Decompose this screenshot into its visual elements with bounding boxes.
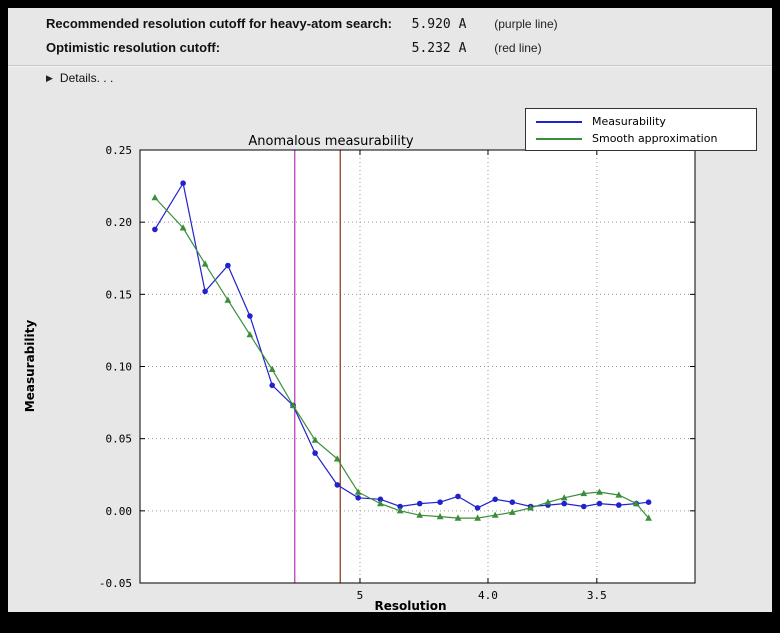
measurability-data-point (152, 226, 158, 233)
x-axis-label: Resolution (374, 599, 447, 613)
smooth-approximation-data-point (416, 511, 424, 518)
y-tick-label: 0.15 (106, 288, 133, 301)
y-tick-label: 0.05 (106, 433, 133, 446)
smooth-approximation-line-sample (536, 137, 582, 140)
smooth-approximation-data-point (491, 511, 499, 518)
smooth-approximation-data-point (580, 489, 588, 497)
measurability-data-point (269, 382, 276, 389)
chart-title: Anomalous measurability (248, 134, 414, 149)
measurability-data-point (437, 499, 443, 506)
smooth-approximation-data-point (289, 401, 297, 409)
details-label: Details. . . (59, 71, 114, 85)
legend-item-smooth-approximation: Smooth approximation (526, 130, 756, 147)
smooth-approximation-data-point (201, 260, 209, 267)
measurability-data-point (416, 500, 423, 507)
measurability-data-point (492, 496, 499, 503)
smooth-approximation-data-point (474, 514, 481, 521)
optimistic-cutoff-row: Optimistic resolution cutoff: 5.232 A (r… (46, 40, 542, 56)
smooth-approximation-data-point (354, 488, 362, 495)
legend-label-smooth-approximation: Smooth approximation (592, 132, 718, 145)
measurability-data-point (247, 313, 253, 319)
smooth-approximation-data-point (645, 514, 652, 521)
smooth-approximation-data-point (508, 508, 516, 515)
measurability-data-point (581, 503, 587, 510)
smooth-approximation-data-point (151, 194, 159, 201)
smooth-approximation-data-point (268, 365, 276, 372)
y-tick-label: 0.00 (106, 505, 133, 518)
measurability-line (154, 181, 649, 509)
recommended-cutoff-value: 5.920 A (411, 17, 467, 32)
measurability-data-point (596, 500, 603, 507)
recommended-cutoff-note: (purple line) (494, 17, 558, 31)
measurability-data-point (225, 262, 231, 269)
smooth-approximation-line (154, 197, 650, 519)
smooth-approximation-data-point (246, 331, 254, 338)
legend-item-measurability: Measurability (526, 113, 756, 130)
details-toggle[interactable]: ▶ Details. . . (46, 71, 113, 85)
measurability-data-point (202, 288, 208, 295)
smooth-approximation-data-point (311, 436, 319, 443)
smooth-approximation-data-point (632, 500, 640, 507)
y-tick-label: -0.05 (99, 577, 132, 590)
smooth-approximation-data-point (560, 494, 568, 501)
anomalous-measurability-chart: 0.25 0.20 0.15 0.10 0.05 0.00 -0.05 5 4.0 3.5 (99, 144, 696, 602)
chart-legend: Measurability Smooth approximation (525, 108, 757, 151)
smooth-approximation-data-point (377, 500, 384, 507)
measurability-line-sample (536, 120, 582, 123)
measurability-data-point (377, 496, 384, 503)
y-tick-label: 0.10 (106, 361, 133, 374)
measurability-data-point (180, 180, 186, 186)
measurability-data-point (334, 482, 341, 488)
measurability-data-point (312, 450, 318, 456)
y-axis-label: Measurability (23, 319, 37, 413)
optimistic-cutoff-label: Optimistic resolution cutoff: (46, 40, 221, 55)
x-tick-label: 5 (357, 589, 364, 602)
measurability-data-point (397, 503, 403, 510)
measurability-data-point (645, 499, 652, 506)
smooth-approximation-data-point (596, 488, 603, 495)
plot-frame (139, 149, 696, 584)
smooth-approximation-data-point (615, 491, 623, 498)
disclosure-triangle-icon: ▶ (46, 73, 53, 83)
recommended-cutoff-row: Recommended resolution cutoff for heavy-… (46, 16, 558, 32)
smooth-approximation-data-point (454, 514, 462, 521)
x-tick-label: 4.0 (478, 589, 498, 602)
header-divider (8, 65, 772, 67)
smooth-approximation-data-point (436, 513, 444, 520)
smooth-approximation-data-point (179, 224, 187, 231)
x-tick-label: 3.5 (587, 589, 607, 602)
measurability-data-point (455, 493, 461, 500)
content-panel: Recommended resolution cutoff for heavy-… (8, 8, 772, 613)
smooth-approximation-data-point (396, 507, 404, 514)
legend-label-measurability: Measurability (592, 115, 666, 128)
optimistic-cutoff-value: 5.232 A (411, 41, 467, 56)
smooth-approximation-data-point (333, 455, 341, 462)
smooth-approximation-data-point (544, 498, 552, 505)
recommended-cutoff-label: Recommended resolution cutoff for heavy-… (46, 16, 393, 31)
optimistic-cutoff-note: (red line) (494, 41, 542, 55)
plot-area (140, 150, 695, 583)
measurability-data-point (561, 500, 567, 507)
measurability-data-point (474, 505, 481, 511)
smooth-approximation-data-point (527, 504, 534, 511)
measurability-data-point (355, 495, 362, 501)
smooth-approximation-data-point (224, 296, 232, 303)
y-tick-label: 0.20 (106, 216, 133, 229)
y-tick-label: 0.25 (106, 144, 133, 157)
measurability-data-point (509, 499, 516, 506)
measurability-data-point (616, 502, 622, 508)
